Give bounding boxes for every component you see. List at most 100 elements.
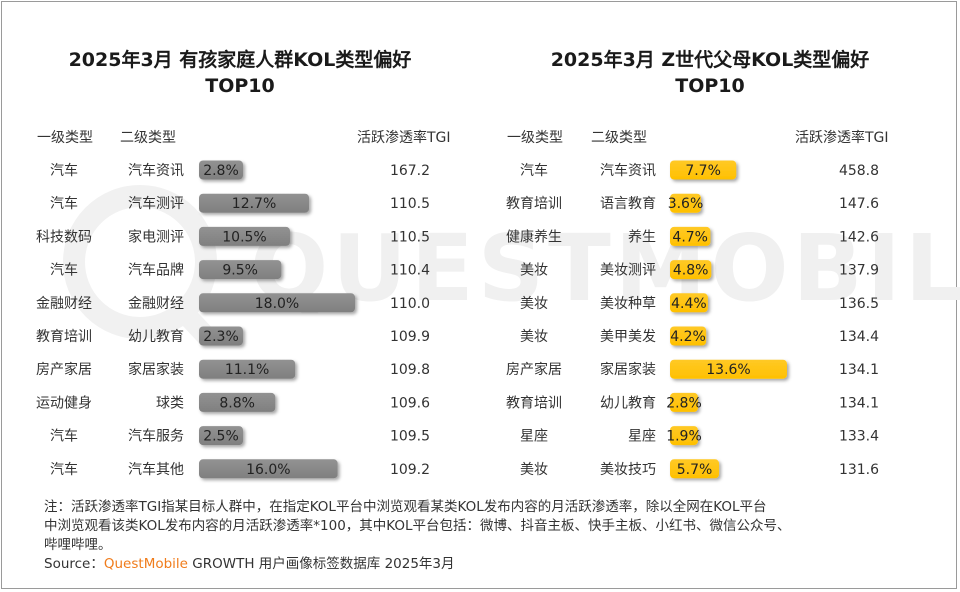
tgi-value-5: 110.0 bbox=[390, 296, 430, 312]
bar-9 bbox=[670, 426, 698, 446]
footnote-line1: 注：活跃渗透率TGI指某目标人群中，在指定KOL平台中浏览观看某类KOL发布内容… bbox=[44, 499, 767, 515]
tgi-value-6: 109.9 bbox=[390, 329, 430, 345]
tgi-value-2: 110.5 bbox=[390, 196, 430, 212]
source-rest: GROWTH 用户画像标签数据库 2025年3月 bbox=[187, 556, 455, 572]
level2-label-5: 美妆种草 bbox=[600, 296, 656, 312]
bar-3 bbox=[670, 226, 711, 246]
level1-label-1: 汽车 bbox=[50, 162, 78, 179]
level1-label-10: 美妆 bbox=[520, 462, 548, 478]
level2-label-9: 汽车服务 bbox=[128, 428, 184, 445]
level2-label-2: 语言教育 bbox=[600, 196, 656, 212]
value-label-1: 2.8% bbox=[203, 163, 239, 179]
level1-label-5: 美妆 bbox=[520, 296, 548, 312]
value-label-6: 4.2% bbox=[670, 329, 706, 345]
value-label-3: 4.7% bbox=[672, 229, 708, 245]
bar-4 bbox=[199, 260, 282, 280]
tgi-value-7: 134.1 bbox=[839, 362, 879, 378]
value-label-7: 13.6% bbox=[706, 362, 750, 378]
value-label-4: 4.8% bbox=[673, 263, 709, 279]
bar-3 bbox=[199, 226, 290, 246]
level2-label-7: 家居家装 bbox=[128, 361, 184, 378]
value-label-8: 2.8% bbox=[666, 395, 702, 411]
level2-label-6: 美甲美发 bbox=[600, 329, 656, 345]
level1-label-8: 教育培训 bbox=[506, 395, 562, 411]
tgi-value-9: 109.5 bbox=[390, 429, 430, 445]
tgi-value-10: 109.2 bbox=[390, 462, 430, 478]
tgi-value-8: 109.6 bbox=[390, 395, 430, 411]
left-header-level1: 一级类型 bbox=[37, 130, 93, 146]
right-title-line1: 2025年3月 Z世代父母KOL类型偏好 bbox=[550, 49, 870, 71]
source-line: Source：QuestMobile GROWTH 用户画像标签数据库 2025… bbox=[44, 555, 924, 574]
level2-label-2: 汽车测评 bbox=[128, 195, 184, 212]
bar-1 bbox=[199, 160, 243, 180]
tgi-value-6: 134.4 bbox=[839, 329, 879, 345]
value-label-8: 8.8% bbox=[219, 395, 255, 411]
right-header-tgi: 活跃渗透率TGI bbox=[795, 130, 889, 146]
bar-6 bbox=[199, 326, 243, 346]
bar-7 bbox=[199, 359, 296, 379]
source-label: Source： bbox=[44, 556, 104, 572]
level1-label-5: 金融财经 bbox=[36, 296, 92, 312]
level1-label-1: 汽车 bbox=[520, 162, 548, 179]
right-header-level1: 一级类型 bbox=[507, 130, 563, 146]
level1-label-10: 汽车 bbox=[50, 461, 78, 478]
level2-label-10: 汽车其他 bbox=[128, 461, 184, 478]
level2-label-1: 汽车资讯 bbox=[128, 162, 184, 179]
level1-label-7: 房产家居 bbox=[506, 361, 562, 378]
value-label-2: 3.6% bbox=[668, 196, 704, 212]
tgi-value-3: 142.6 bbox=[839, 229, 879, 245]
value-label-5: 4.4% bbox=[671, 296, 707, 312]
footnote-line2: 中浏览观看该类KOL发布内容的月活跃渗透率*100，其中KOL平台包括：微博、抖… bbox=[44, 518, 791, 534]
bar-4 bbox=[670, 260, 712, 280]
level1-label-6: 美妆 bbox=[520, 329, 548, 345]
level1-label-4: 美妆 bbox=[520, 263, 548, 279]
level2-label-4: 汽车品牌 bbox=[128, 262, 184, 279]
level1-label-6: 教育培训 bbox=[36, 329, 92, 345]
bar-7 bbox=[670, 359, 787, 379]
level1-label-2: 汽车 bbox=[50, 195, 78, 212]
footnote-line3: 哔哩哔哩。 bbox=[44, 537, 112, 553]
level2-label-1: 汽车资讯 bbox=[600, 162, 656, 179]
left-header-tgi: 活跃渗透率TGI bbox=[357, 130, 451, 146]
level2-label-7: 家居家装 bbox=[600, 361, 656, 378]
level1-label-9: 星座 bbox=[520, 429, 548, 445]
level2-label-5: 金融财经 bbox=[128, 296, 184, 312]
left-header-level2: 二级类型 bbox=[120, 130, 176, 146]
tgi-value-3: 110.5 bbox=[390, 229, 430, 245]
level1-label-9: 汽车 bbox=[50, 428, 78, 445]
bar-2 bbox=[199, 193, 310, 213]
tgi-value-10: 131.6 bbox=[839, 462, 879, 478]
level2-label-8: 幼儿教育 bbox=[600, 395, 656, 411]
level1-label-7: 房产家居 bbox=[36, 361, 92, 378]
tgi-value-9: 133.4 bbox=[839, 429, 879, 445]
watermark-text: QUESTMOBILE bbox=[250, 215, 960, 322]
value-label-2: 12.7% bbox=[232, 196, 276, 212]
left-title-line2: TOP10 bbox=[205, 75, 275, 97]
tgi-value-1: 167.2 bbox=[390, 163, 430, 179]
bar-8 bbox=[670, 392, 698, 412]
level1-label-3: 科技数码 bbox=[36, 229, 92, 245]
level2-label-9: 星座 bbox=[628, 429, 656, 445]
value-label-6: 2.3% bbox=[203, 329, 239, 345]
tgi-value-4: 110.4 bbox=[390, 263, 430, 279]
value-label-9: 2.5% bbox=[203, 429, 239, 445]
bar-5 bbox=[199, 293, 355, 313]
left-title-line1: 2025年3月 有孩家庭人群KOL类型偏好 bbox=[68, 49, 412, 71]
value-label-1: 7.7% bbox=[685, 163, 721, 179]
right-chart-title: 2025年3月 Z世代父母KOL类型偏好 TOP10 bbox=[510, 47, 910, 99]
right-bar-chart: 汽车 汽车资讯 7.7% 458.8 教育培训 语言教育 3.6% 147.6 健康养生 养生 4.… bbox=[506, 160, 879, 479]
tgi-value-4: 137.9 bbox=[839, 263, 879, 279]
level2-label-4: 美妆测评 bbox=[600, 263, 656, 279]
level2-label-3: 养生 bbox=[628, 229, 656, 245]
value-label-7: 11.1% bbox=[225, 362, 269, 378]
tgi-value-7: 109.8 bbox=[390, 362, 430, 378]
value-label-3: 10.5% bbox=[222, 229, 266, 245]
source-brand: QuestMobile bbox=[103, 556, 188, 572]
level2-label-10: 美妆技巧 bbox=[600, 462, 656, 478]
tgi-value-8: 134.1 bbox=[839, 395, 879, 411]
value-label-9: 1.9% bbox=[666, 429, 702, 445]
footnote: 注：活跃渗透率TGI指某目标人群中，在指定KOL平台中浏览观看某类KOL发布内容… bbox=[44, 498, 924, 574]
bar-2 bbox=[670, 193, 701, 213]
